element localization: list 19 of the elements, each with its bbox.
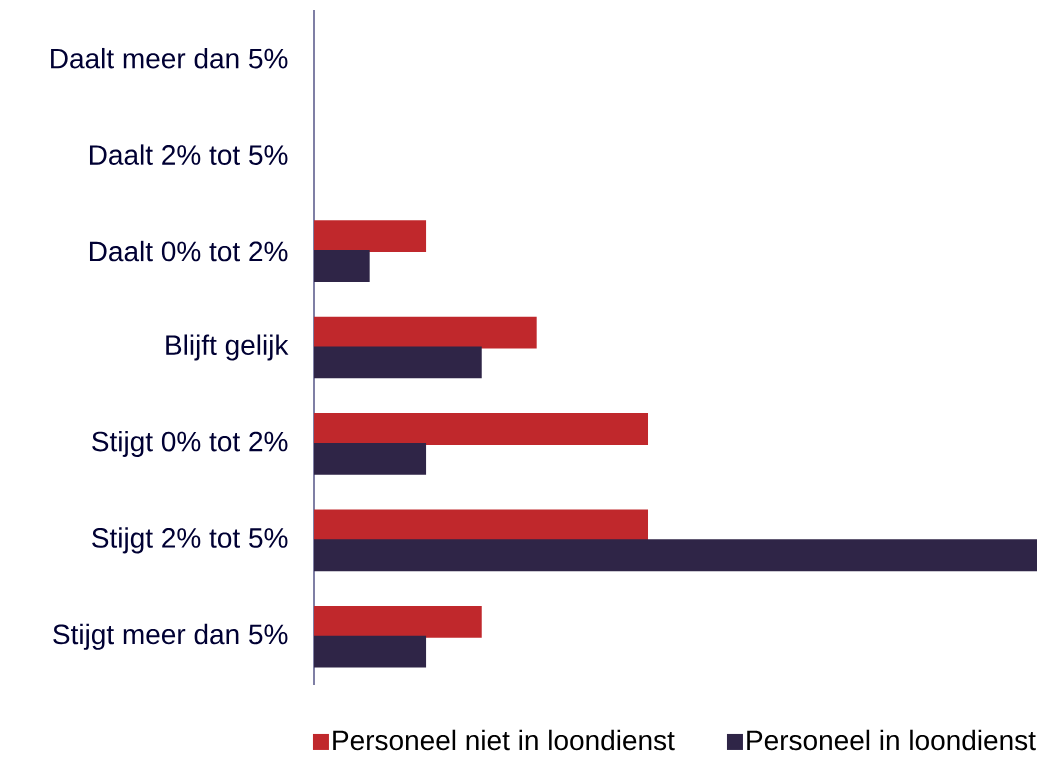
bar: [314, 442, 427, 475]
y-tick-label: Daalt 2% tot 5%: [89, 144, 288, 165]
y-tick-label: Stijgt 0% tot 2%: [92, 430, 288, 457]
y-tick-label: Daalt 0% tot 2%: [89, 240, 288, 262]
bar: [314, 413, 649, 445]
y-tick-label: Blijft gelijk: [166, 334, 289, 361]
bar: [314, 316, 537, 349]
legend-label: Personeel in loondienst: [747, 729, 1036, 751]
bar: [314, 605, 482, 638]
y-tick-label: Daalt meer dan 5%: [51, 47, 288, 69]
bar: [314, 509, 649, 542]
bar: [314, 250, 370, 282]
bar: [314, 635, 427, 668]
bar: [314, 220, 427, 253]
bar: [314, 539, 1038, 572]
legend-label: Personeel niet in loondienst: [333, 729, 675, 751]
y-tick-label: Stijgt 2% tot 5%: [92, 527, 288, 554]
y-tick-label: Stijgt meer dan 5%: [53, 623, 288, 650]
bar: [314, 346, 482, 379]
